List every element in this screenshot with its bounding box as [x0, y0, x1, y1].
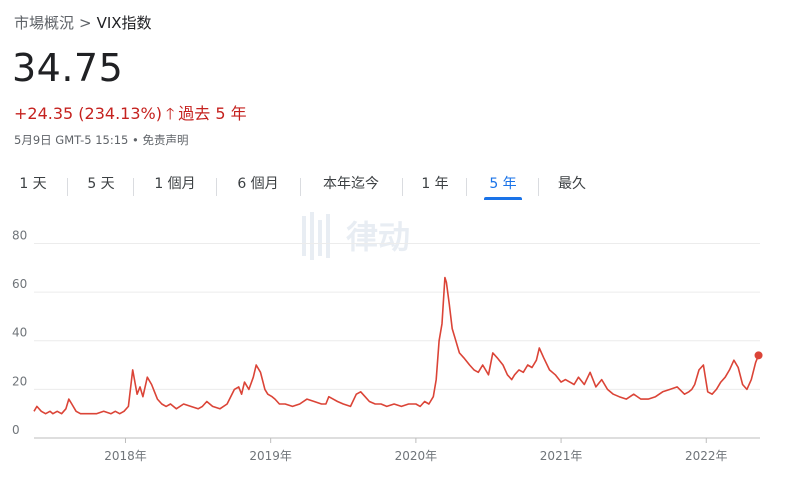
tab-divider — [538, 178, 539, 196]
vix-line-chart: 0 20 40 60 80 2018年 2019年 2020年 2021年 2022年 — [12, 228, 763, 463]
last-point-marker — [754, 351, 763, 360]
tab-divider — [216, 178, 217, 196]
tab-divider — [300, 178, 301, 196]
watermark-text: 律动 — [346, 218, 410, 256]
range-tabs: 1 天 5 天 1 個月 6 個月 本年迄今 1 年 5 年 最久 — [0, 170, 789, 202]
breadcrumb: 市場概況 > VIX指数 — [14, 12, 152, 33]
y-axis: 0 20 40 60 80 — [12, 228, 27, 437]
x-tick-label: 2020年 — [395, 449, 438, 463]
change-value: +24.35 (234.13%) — [14, 104, 162, 123]
y-tick-label: 0 — [12, 423, 20, 437]
series-line — [33, 276, 760, 415]
price-change: +24.35 (234.13%) 🡑 過去 5 年 — [14, 100, 247, 130]
tab-6-months[interactable]: 6 個月 — [237, 176, 279, 192]
x-tick-label: 2022年 — [685, 449, 728, 463]
tab-divider — [67, 178, 68, 196]
change-period: 過去 5 年 — [178, 104, 247, 123]
chart-grid — [34, 242, 760, 439]
x-tick-label: 2019年 — [249, 449, 292, 463]
x-tick-label: 2018年 — [104, 449, 147, 463]
tab-1-year[interactable]: 1 年 — [421, 176, 449, 192]
breadcrumb-separator: > — [79, 14, 92, 32]
tab-divider — [466, 178, 467, 196]
breadcrumb-current: VIX指数 — [96, 14, 152, 32]
timestamp-disclaimer: 5月9日 GMT-5 15:15 • 免责声明 — [14, 133, 189, 147]
y-tick-label: 60 — [12, 277, 27, 291]
watermark-logo: 律动 — [302, 212, 410, 260]
tab-divider — [133, 178, 134, 196]
y-tick-label: 80 — [12, 228, 27, 242]
tab-5-years[interactable]: 5 年 — [484, 170, 522, 200]
tab-5-days[interactable]: 5 天 — [87, 176, 115, 192]
tab-max[interactable]: 最久 — [558, 176, 586, 192]
x-tick-label: 2021年 — [540, 449, 583, 463]
tab-divider — [402, 178, 403, 196]
y-tick-label: 20 — [12, 374, 27, 388]
current-price: 34.75 — [12, 46, 124, 90]
breadcrumb-parent-link[interactable]: 市場概況 — [14, 14, 75, 32]
arrow-up-icon: 🡑 — [165, 104, 175, 123]
tab-1-month[interactable]: 1 個月 — [154, 176, 196, 192]
tab-1-day[interactable]: 1 天 — [19, 176, 47, 192]
tab-ytd[interactable]: 本年迄今 — [323, 176, 379, 192]
y-tick-label: 40 — [12, 326, 27, 340]
x-axis: 2018年 2019年 2020年 2021年 2022年 — [104, 438, 728, 463]
